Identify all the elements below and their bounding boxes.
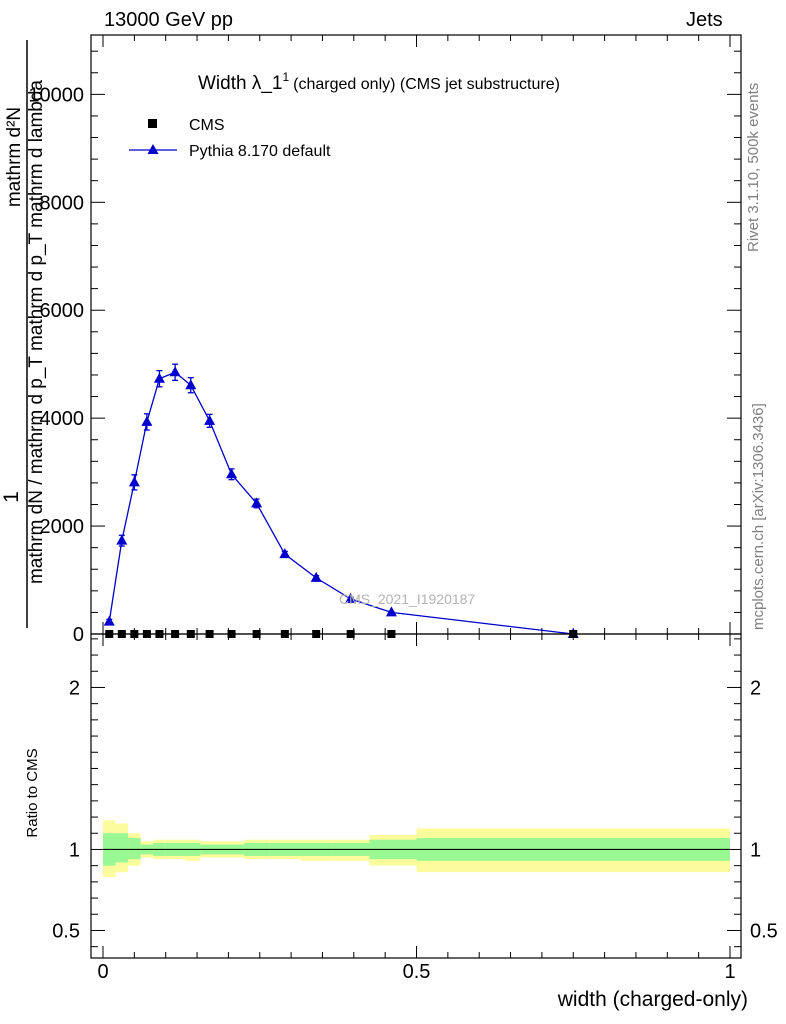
x-tick-label: 0	[97, 961, 108, 983]
pythia-point	[385, 606, 397, 617]
chart-labels: Width λ_11 (charged only) (CMS jet substr…	[0, 40, 748, 1011]
chart-title-sup: 1	[282, 70, 289, 84]
pythia-point	[185, 379, 197, 390]
ratio-y-tick-label-right: 0.5	[750, 920, 778, 942]
pythia-point	[310, 571, 322, 582]
main-plot: 0 2000 4000 6000 8000 10000 CMS Pythia 8.170 de…	[28, 34, 742, 646]
y-tick-label: 6000	[40, 300, 85, 322]
pythia-point	[141, 415, 153, 426]
ratio-plot: 0 0.5 1 0.5 0.5 1 1 2 2	[52, 633, 778, 983]
pythia-point	[251, 497, 263, 508]
ratio-band-green-1	[115, 833, 129, 863]
ratio-y-tick-label: 2	[69, 677, 80, 699]
pythia-point	[103, 615, 115, 626]
x-axis-label: width (charged-only)	[557, 988, 748, 1011]
y-tick-label: 4000	[40, 408, 85, 430]
legend-cms-label: CMS	[189, 117, 225, 134]
analysis-label: CMS_2021_I1920187	[339, 591, 475, 607]
pythia-point	[279, 548, 291, 559]
ratio-y-tick-label-right: 2	[750, 677, 761, 699]
y-tick-label: 2000	[40, 516, 85, 538]
y-tick-label: 0	[73, 624, 84, 646]
y-tick-label: 10000	[28, 84, 84, 106]
ratio-band-green-2	[128, 838, 141, 860]
pythia-point	[204, 414, 216, 425]
legend-pythia-label: Pythia 8.170 default	[189, 143, 331, 160]
x-tick-label: 1	[724, 961, 735, 983]
pythia-point	[153, 372, 165, 383]
legend-cms-marker	[148, 119, 157, 128]
ratio-y-tick-label-right: 1	[750, 839, 761, 861]
chart-title-suffix: (charged only) (CMS jet substructure)	[293, 76, 560, 93]
pythia-point	[128, 476, 140, 487]
y-axis-label-numerator: mathrm d²N	[4, 107, 25, 207]
ratio-y-tick-label: 0.5	[52, 920, 80, 942]
ratio-y-tick-label: 1	[69, 839, 80, 861]
chart-title: Width λ_11 (charged only) (CMS jet substr…	[198, 70, 560, 94]
pythia-point	[345, 592, 357, 603]
y-tick-label: 8000	[40, 192, 85, 214]
energy-label: 13000 GeV pp	[104, 9, 233, 31]
y-axis-label-denominator: mathrm dN / mathrm d p_T mathrm d p_T ma…	[26, 80, 47, 584]
y-axis-label-top: 1	[0, 491, 23, 503]
ratio-frame	[90, 633, 742, 959]
pythia-point	[169, 366, 181, 377]
x-tick-label: 0.5	[403, 961, 431, 983]
pythia-point	[116, 534, 128, 545]
process-label: Jets	[686, 9, 723, 31]
pythia-point	[226, 468, 238, 479]
legend: CMS Pythia 8.170 default	[129, 117, 331, 160]
legend-pythia-marker	[147, 144, 159, 154]
chart-title-main: Width λ_1	[198, 73, 282, 94]
ratio-y-axis-label: Ratio to CMS	[24, 748, 41, 837]
